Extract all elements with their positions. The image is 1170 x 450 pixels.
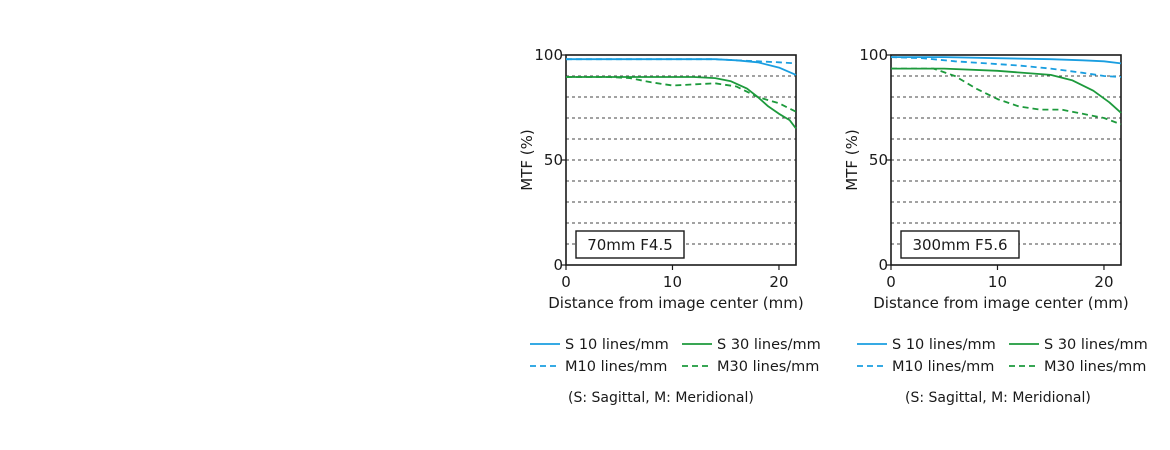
x-axis-title: Distance from image center (mm) [548, 294, 803, 312]
series-line-m30-lines-mm [891, 69, 1121, 125]
y-tick-label: 0 [878, 256, 888, 274]
x-tick-label: 0 [886, 273, 896, 291]
x-axis-title: Distance from image center (mm) [873, 294, 1128, 312]
chart-1: 0 50 100 0 10 20 70mm F4.5 Distance from image … [518, 46, 821, 406]
legend-label: M30 lines/mm [1044, 359, 1146, 375]
legend: S 10 lines/mm S 30 lines/mm M10 lines/mm M3… [857, 337, 1148, 375]
series-line-m30-lines-mm [566, 77, 796, 112]
legend-note: (S: Sagittal, M: Meridional) [568, 390, 754, 406]
lens-label: 300mm F5.6 [912, 236, 1007, 254]
x-tick-label: 10 [663, 273, 682, 291]
y-axis-title: MTF (%) [843, 129, 861, 190]
legend: S 10 lines/mm S 30 lines/mm M10 lines/mm M3… [530, 337, 821, 375]
y-tick-label: 0 [553, 256, 563, 274]
legend-label: S 10 lines/mm [565, 337, 669, 353]
x-tick-label: 20 [769, 273, 788, 291]
legend-note: (S: Sagittal, M: Meridional) [905, 390, 1091, 406]
series-line-s-30-lines-mm [891, 69, 1121, 113]
chart-2: 0 50 100 0 10 20 300mm F5.6 Distance from image… [843, 46, 1148, 406]
legend-label: M10 lines/mm [565, 359, 667, 375]
legend-label: S 10 lines/mm [892, 337, 996, 353]
legend-label: S 30 lines/mm [717, 337, 821, 353]
y-tick-label: 50 [544, 151, 563, 169]
legend-label: M10 lines/mm [892, 359, 994, 375]
legend-label: M30 lines/mm [717, 359, 819, 375]
x-tick-label: 0 [561, 273, 571, 291]
y-axis-title: MTF (%) [518, 129, 536, 190]
lens-label: 70mm F4.5 [587, 236, 673, 254]
legend-label: S 30 lines/mm [1044, 337, 1148, 353]
x-tick-label: 20 [1094, 273, 1113, 291]
x-tick-label: 10 [988, 273, 1007, 291]
y-tick-label: 100 [534, 46, 563, 64]
y-tick-label: 50 [869, 151, 888, 169]
y-tick-label: 100 [859, 46, 888, 64]
